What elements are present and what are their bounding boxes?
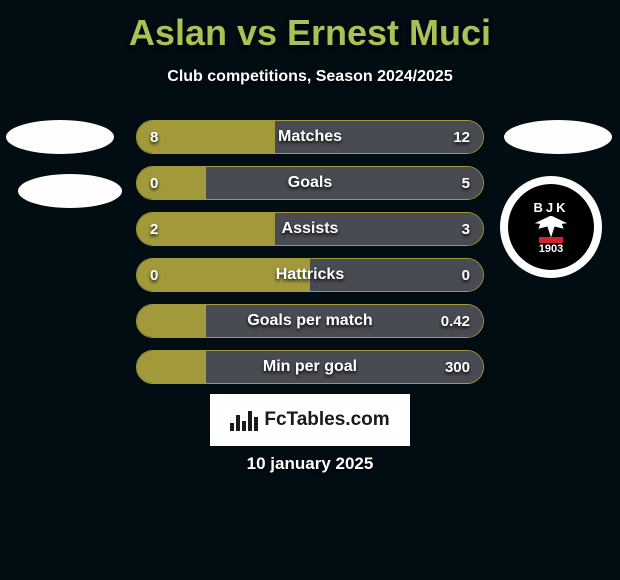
stat-row: 23Assists xyxy=(136,212,484,246)
stat-value-right: 300 xyxy=(445,350,470,384)
stat-value-left: 0 xyxy=(150,258,158,292)
stat-value-right: 3 xyxy=(462,212,470,246)
stat-row: 05Goals xyxy=(136,166,484,200)
club-logo-letters: BJK xyxy=(533,200,568,215)
stat-value-right: 5 xyxy=(462,166,470,200)
brand-badge: FcTables.com xyxy=(210,394,410,446)
stat-bar-right xyxy=(206,167,483,199)
page-title: Aslan vs Ernest Muci xyxy=(0,0,620,54)
stat-bar-left xyxy=(137,259,310,291)
stat-row: 300Min per goal xyxy=(136,350,484,384)
eagle-icon xyxy=(533,216,569,238)
player-right-placeholder xyxy=(504,120,612,154)
stat-value-right: 12 xyxy=(453,120,470,154)
player-left-placeholder-1 xyxy=(6,120,114,154)
stat-bar-right xyxy=(206,351,483,383)
stat-value-left: 2 xyxy=(150,212,158,246)
stat-value-right: 0.42 xyxy=(441,304,470,338)
club-logo-besiktas: BJK 1903 xyxy=(500,176,602,278)
stat-value-left: 0 xyxy=(150,166,158,200)
stat-bar-right xyxy=(310,259,483,291)
bar-chart-icon xyxy=(230,409,258,431)
stat-value-left: 8 xyxy=(150,120,158,154)
stat-row: 00Hattricks xyxy=(136,258,484,292)
date-text: 10 january 2025 xyxy=(0,454,620,474)
stat-value-right: 0 xyxy=(462,258,470,292)
stat-row: 812Matches xyxy=(136,120,484,154)
player-left-placeholder-2 xyxy=(18,174,122,208)
club-logo-year: 1903 xyxy=(539,243,563,255)
brand-text: FcTables.com xyxy=(264,409,389,431)
stat-bar-right xyxy=(275,213,483,245)
stat-row: 0.42Goals per match xyxy=(136,304,484,338)
stats-area: 812Matches05Goals23Assists00Hattricks0.4… xyxy=(136,120,484,396)
stat-bar-left xyxy=(137,305,206,337)
subtitle: Club competitions, Season 2024/2025 xyxy=(0,68,620,86)
stat-bar-right xyxy=(275,121,483,153)
stat-bar-left xyxy=(137,351,206,383)
stat-bar-left xyxy=(137,167,206,199)
